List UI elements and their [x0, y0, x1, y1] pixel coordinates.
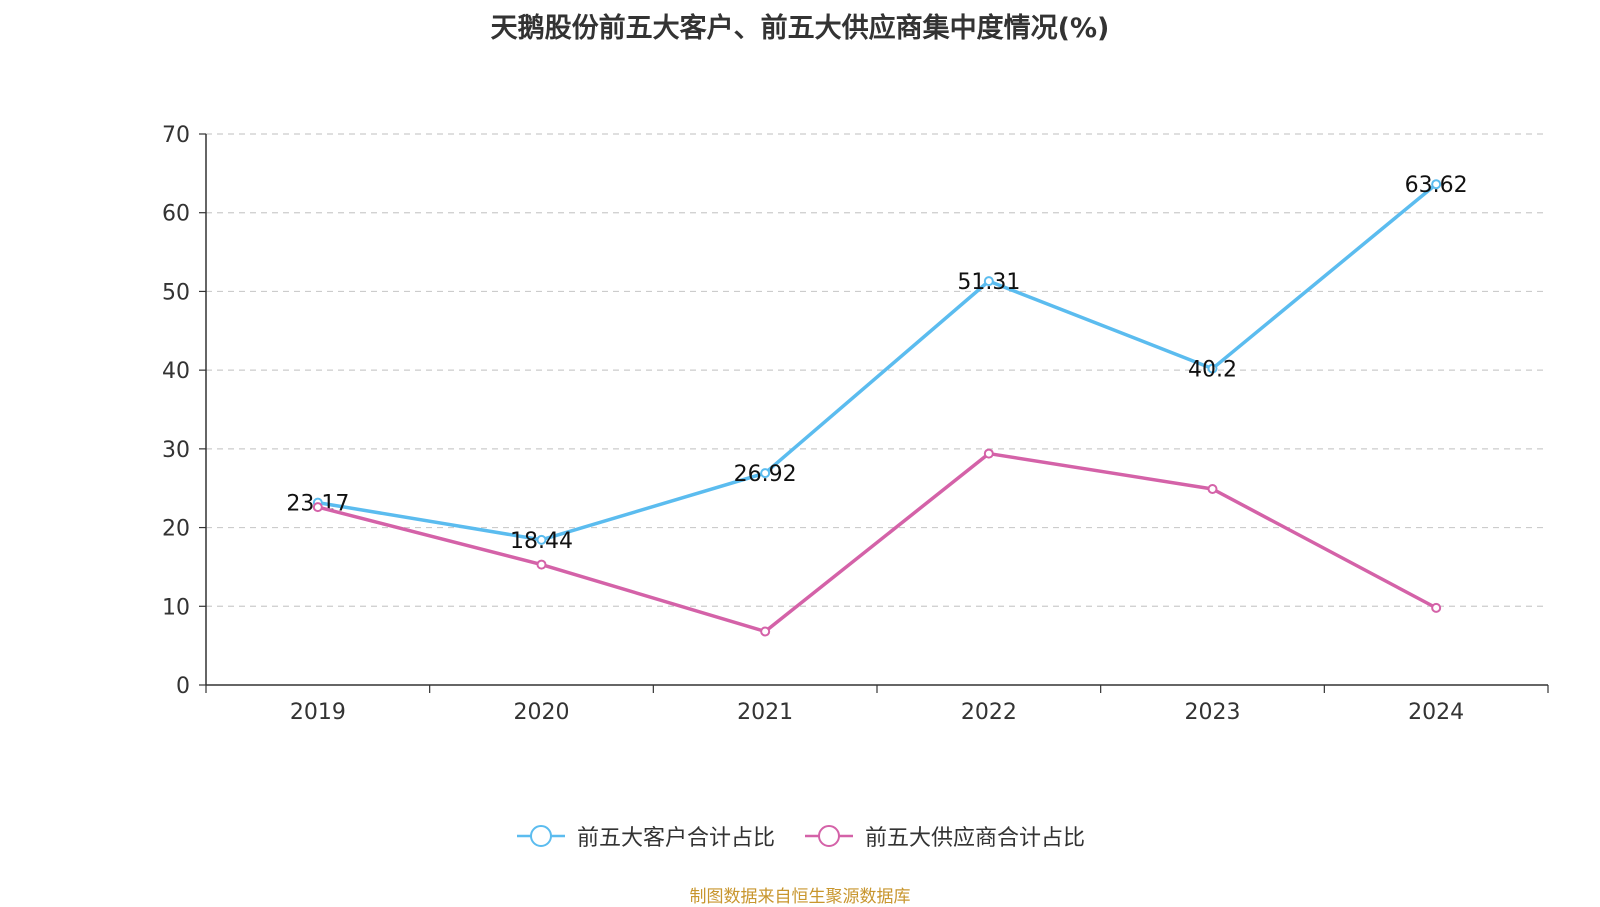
data-point-1 [760, 626, 771, 637]
data-point-0 [983, 276, 994, 287]
series-line-1 [317, 451, 1437, 634]
x-tick-label: 2022 [961, 700, 1017, 725]
data-point-0 [536, 534, 547, 545]
x-tick-label: 2020 [514, 700, 570, 725]
data-point-0 [1207, 363, 1218, 374]
legend-item-suppliers[interactable]: 前五大供应商合计占比 [803, 820, 1085, 852]
y-tick-label: 10 [162, 595, 190, 620]
legend-label-customers: 前五大客户合计占比 [576, 826, 775, 851]
data-point-1 [312, 502, 323, 513]
data-label: 40.2 [1188, 358, 1237, 383]
data-label: 51.31 [957, 270, 1020, 295]
y-tick-label: 0 [176, 674, 190, 699]
data-point-0 [760, 468, 771, 479]
chart-legend: 前五大客户合计占比 前五大供应商合计占比 [0, 820, 1600, 852]
data-label: 63.62 [1405, 173, 1468, 198]
y-tick-label: 70 [162, 123, 190, 148]
data-point-1 [1207, 484, 1218, 495]
data-point-1 [1431, 602, 1442, 613]
source-note: 制图数据来自恒生聚源数据库 [689, 887, 911, 907]
y-tick-label: 20 [162, 517, 190, 542]
y-tick-label: 30 [162, 438, 190, 463]
data-label: 26.92 [734, 462, 797, 487]
legend-label-suppliers: 前五大供应商合计占比 [865, 826, 1086, 851]
data-point-0 [1431, 179, 1442, 190]
data-point-1 [983, 448, 994, 459]
chart-title: 天鹅股份前五大客户、前五大供应商集中度情况(%) [490, 13, 1110, 44]
legend-marker-customers [516, 825, 565, 847]
x-tick-label: 2024 [1408, 700, 1464, 725]
y-tick-label: 60 [162, 202, 190, 227]
x-tick-label: 2019 [290, 700, 346, 725]
series-line-0 [317, 182, 1438, 542]
data-label: 18.44 [510, 529, 573, 554]
data-point-1 [536, 559, 547, 570]
y-tick-label: 40 [162, 359, 190, 384]
x-tick-label: 2021 [737, 700, 793, 725]
y-tick-label: 50 [162, 280, 190, 305]
x-tick-label: 2023 [1185, 700, 1241, 725]
legend-item-customers[interactable]: 前五大客户合计占比 [515, 820, 775, 852]
legend-marker-suppliers [805, 825, 853, 847]
